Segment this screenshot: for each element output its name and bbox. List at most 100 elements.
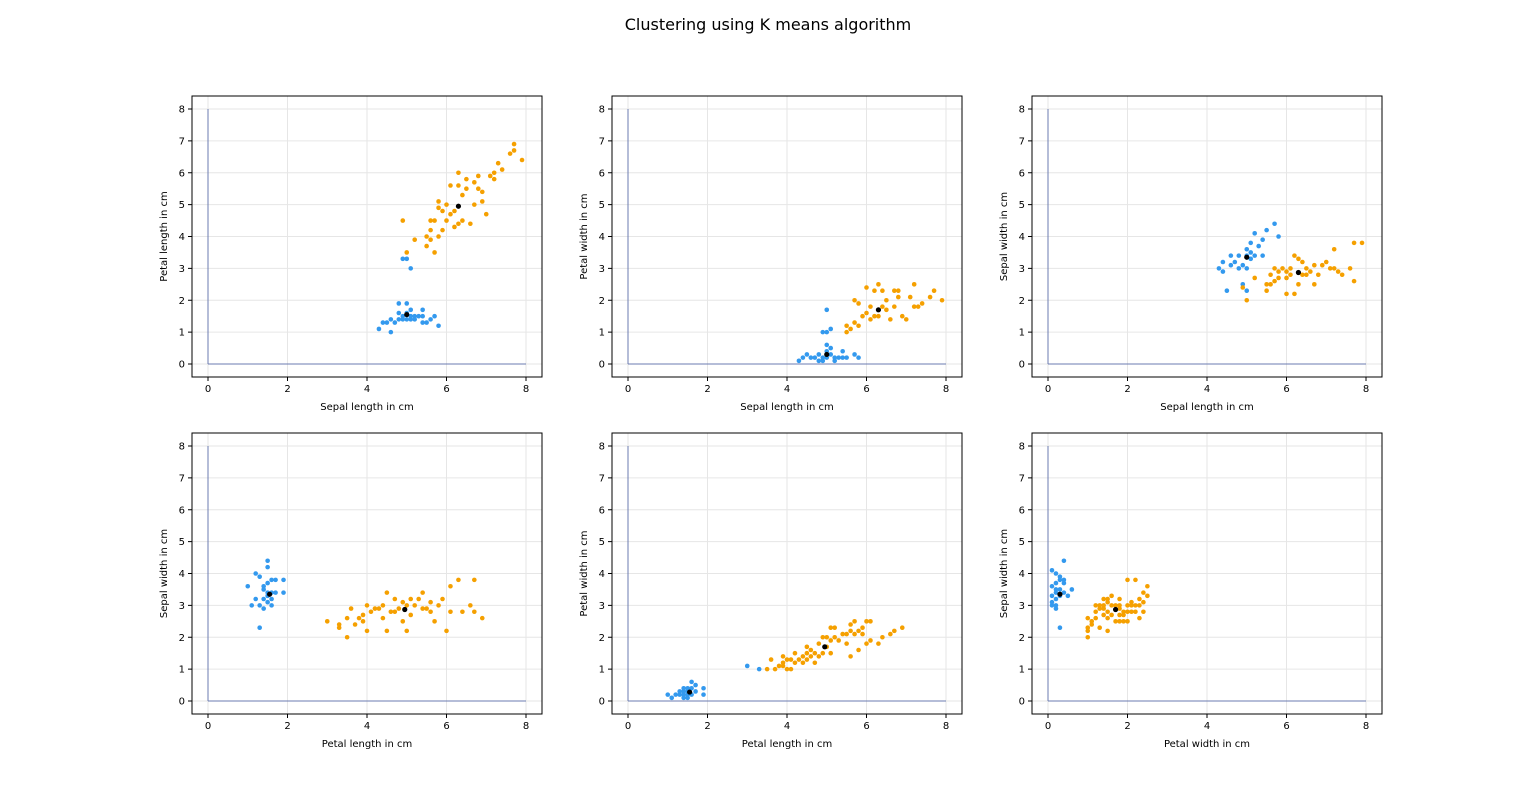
data-point-cluster-1 (1336, 269, 1341, 274)
data-point-cluster-0 (844, 355, 849, 360)
data-point-cluster-0 (261, 587, 266, 592)
x-axis-label: Sepal length in cm (320, 402, 414, 413)
data-point-cluster-1 (436, 234, 441, 239)
x-tick-label: 0 (1045, 384, 1051, 395)
data-point-cluster-0 (1272, 221, 1277, 226)
data-point-cluster-0 (1244, 288, 1249, 293)
y-tick-label: 1 (1019, 665, 1025, 676)
data-point-cluster-1 (365, 629, 370, 634)
data-point-cluster-1 (476, 186, 481, 191)
data-point-cluster-1 (460, 609, 465, 614)
data-point-cluster-1 (1264, 288, 1269, 293)
data-point-cluster-1 (1117, 603, 1122, 608)
data-point-cluster-1 (940, 298, 945, 303)
data-point-cluster-1 (389, 609, 394, 614)
data-point-cluster-1 (448, 183, 453, 188)
data-point-cluster-1 (361, 613, 366, 618)
data-point-cluster-1 (428, 609, 433, 614)
x-tick-label: 2 (1124, 721, 1130, 732)
data-point-cluster-0 (1054, 587, 1059, 592)
data-point-cluster-1 (345, 635, 350, 640)
data-point-cluster-1 (484, 212, 489, 217)
data-point-cluster-1 (1280, 266, 1285, 271)
data-point-cluster-0 (1225, 288, 1230, 293)
y-tick-label: 0 (179, 697, 185, 708)
data-point-cluster-1 (884, 298, 889, 303)
data-point-cluster-1 (880, 304, 885, 309)
data-point-cluster-0 (832, 359, 837, 364)
data-point-cluster-1 (1133, 603, 1138, 608)
centroid-1 (876, 307, 881, 312)
x-tick-label: 6 (863, 721, 869, 732)
data-point-cluster-1 (1284, 276, 1289, 281)
data-point-cluster-1 (1117, 597, 1122, 602)
data-point-cluster-0 (1050, 584, 1055, 589)
data-point-cluster-1 (1109, 603, 1114, 608)
data-point-cluster-1 (1328, 266, 1333, 271)
data-point-cluster-0 (1248, 241, 1253, 246)
data-point-cluster-1 (1101, 613, 1106, 618)
y-tick-label: 2 (599, 633, 605, 644)
data-point-cluster-0 (377, 327, 382, 332)
y-tick-label: 5 (179, 537, 185, 548)
x-tick-label: 8 (523, 721, 529, 732)
data-point-cluster-0 (393, 320, 398, 325)
data-point-cluster-1 (357, 616, 362, 621)
x-tick-label: 6 (443, 721, 449, 732)
data-point-cluster-1 (393, 597, 398, 602)
data-point-cluster-1 (1264, 282, 1269, 287)
data-point-cluster-1 (397, 606, 402, 611)
data-point-cluster-1 (868, 304, 873, 309)
data-point-cluster-1 (1125, 578, 1130, 583)
data-point-cluster-1 (456, 183, 461, 188)
x-tick-label: 8 (1363, 721, 1369, 732)
data-point-cluster-0 (809, 355, 814, 360)
data-point-cluster-0 (400, 257, 405, 262)
data-point-cluster-0 (404, 301, 409, 306)
x-tick-label: 6 (863, 384, 869, 395)
data-point-cluster-0 (801, 355, 806, 360)
data-point-cluster-1 (424, 244, 429, 249)
x-tick-label: 4 (364, 384, 370, 395)
data-point-cluster-0 (1054, 597, 1059, 602)
y-tick-label: 8 (599, 105, 605, 116)
x-axis-label: Petal length in cm (322, 739, 412, 750)
x-tick-label: 0 (625, 721, 631, 732)
y-tick-label: 0 (1019, 360, 1025, 371)
data-point-cluster-1 (1109, 613, 1114, 618)
data-point-cluster-1 (844, 330, 849, 335)
centroid-1 (1113, 607, 1118, 612)
data-point-cluster-1 (1093, 609, 1098, 614)
data-point-cluster-0 (1252, 253, 1257, 258)
data-point-cluster-1 (508, 151, 513, 156)
data-point-cluster-1 (824, 635, 829, 640)
data-point-cluster-0 (397, 311, 402, 316)
data-point-cluster-0 (1058, 625, 1063, 630)
data-point-cluster-1 (400, 600, 405, 605)
x-tick-label: 2 (284, 721, 290, 732)
data-point-cluster-0 (408, 266, 413, 271)
data-point-cluster-1 (1288, 272, 1293, 277)
y-axis-label: Sepal width in cm (999, 192, 1010, 281)
data-point-cluster-1 (832, 635, 837, 640)
data-point-cluster-0 (824, 308, 829, 313)
data-point-cluster-0 (281, 590, 286, 595)
data-point-cluster-1 (1320, 263, 1325, 268)
x-tick-label: 8 (943, 721, 949, 732)
data-point-cluster-1 (424, 234, 429, 239)
data-point-cluster-0 (1221, 269, 1226, 274)
data-point-cluster-0 (817, 352, 822, 357)
data-point-cluster-1 (476, 174, 481, 179)
y-tick-label: 3 (1019, 264, 1025, 275)
data-point-cluster-0 (257, 603, 262, 608)
data-point-cluster-1 (424, 606, 429, 611)
data-point-cluster-0 (757, 667, 762, 672)
data-point-cluster-1 (1268, 282, 1273, 287)
y-tick-label: 5 (179, 200, 185, 211)
data-point-cluster-1 (472, 609, 477, 614)
data-point-cluster-1 (864, 311, 869, 316)
y-tick-label: 6 (599, 505, 605, 516)
data-point-cluster-1 (1348, 266, 1353, 271)
data-point-cluster-0 (673, 692, 678, 697)
data-point-cluster-1 (789, 657, 794, 662)
